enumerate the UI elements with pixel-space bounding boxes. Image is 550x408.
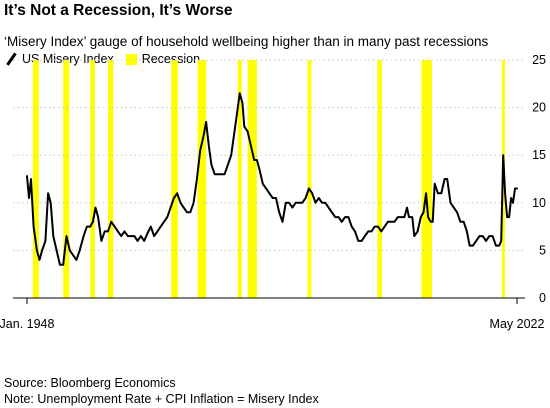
source-note: Source: Bloomberg Economics [4, 376, 176, 390]
recession-bands [32, 60, 505, 298]
chart-subtitle: ‘Misery Index’ gauge of household wellbe… [4, 34, 489, 49]
recession-swatch-icon [125, 53, 137, 65]
recession-band-8 [247, 60, 257, 298]
x-axis-ticks: Jan. 1948 May 2022 [0, 298, 544, 331]
recession-band-11 [421, 60, 433, 298]
legend-label-recession: Recession [141, 52, 201, 66]
recession-band-2 [63, 60, 70, 298]
y-tick-label-15: 15 [532, 148, 546, 162]
chart-title: It’s Not a Recession, It’s Worse [4, 2, 233, 19]
series-line-misery-index [26, 92, 518, 266]
y-tick-label-10: 10 [532, 196, 546, 210]
recession-band-3 [90, 60, 95, 298]
recession-band-5 [171, 60, 178, 298]
x-tick-label-1: Jan. 1948 [0, 317, 54, 331]
gridlines [13, 59, 525, 251]
y-tick-label-20: 20 [532, 101, 546, 115]
recession-band-9 [307, 60, 312, 298]
x-tick-label-2: May 2022 [490, 317, 545, 331]
recession-band-10 [377, 60, 382, 298]
recession-band-1 [32, 60, 39, 298]
y-axis-ticks: 0 5 10 15 20 25 [532, 53, 546, 305]
y-tick-label-25: 25 [532, 53, 546, 67]
legend-item-recession: Recession [125, 52, 201, 66]
series-lines [26, 92, 518, 266]
y-tick-label-0: 0 [539, 291, 546, 305]
formula-note: Note: Unemployment Rate + CPI Inflation … [4, 392, 319, 406]
recession-band-4 [108, 60, 114, 298]
y-tick-label-5: 5 [539, 243, 546, 257]
recession-band-7 [237, 60, 242, 298]
recession-band-6 [197, 60, 207, 298]
